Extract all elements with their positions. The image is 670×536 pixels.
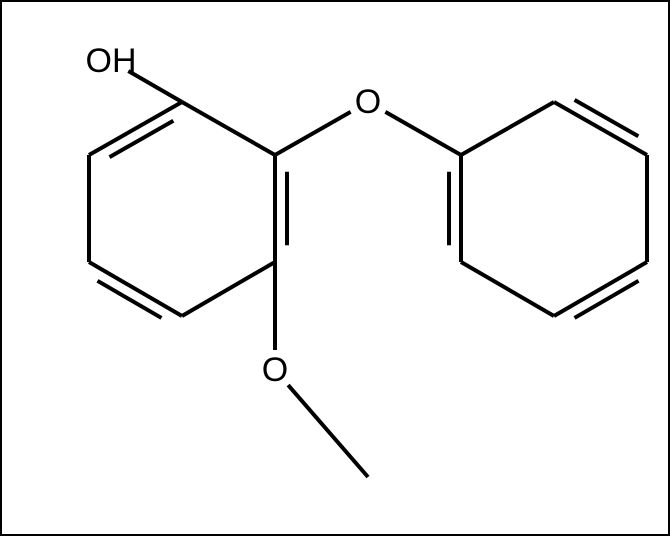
molecule-diagram: OH O O [0,0,670,536]
atom-label: O [262,351,288,389]
atom-label: O [355,83,381,121]
atom-label: OH [86,42,137,80]
